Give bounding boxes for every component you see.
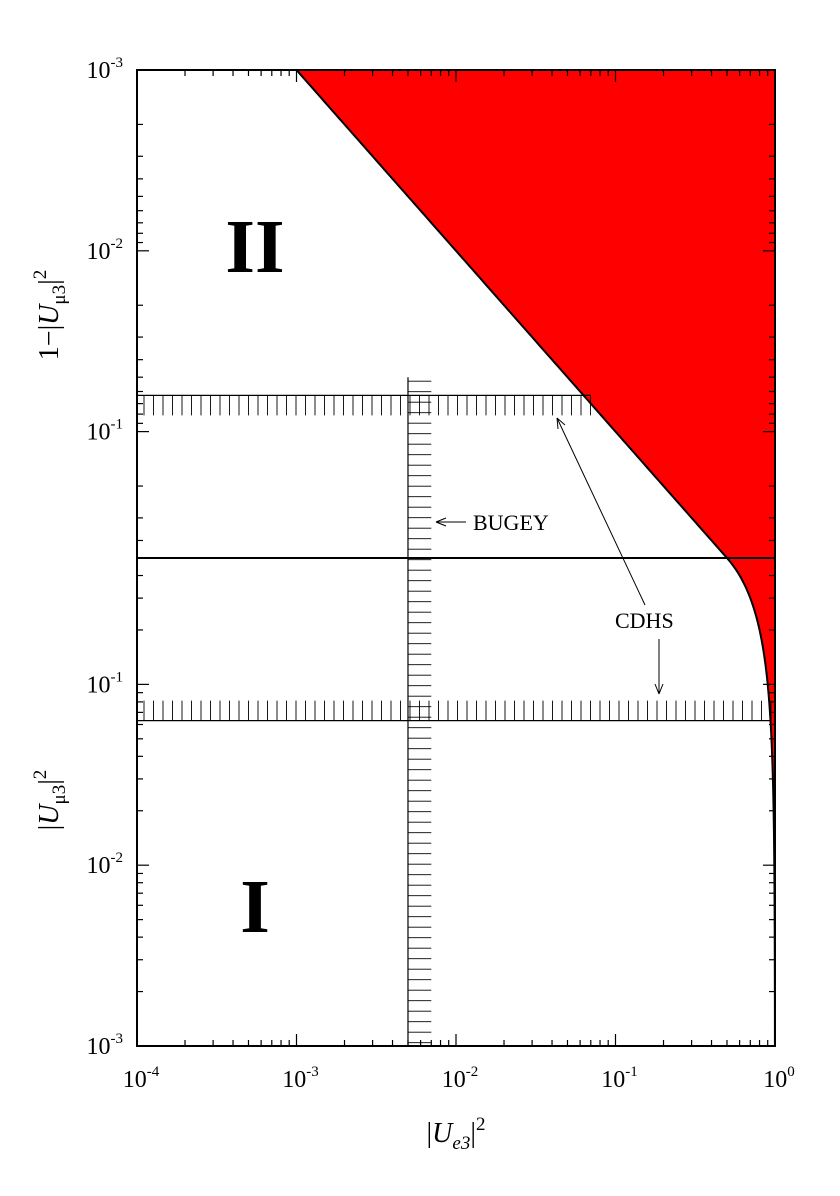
upper-y-axis-title: 1−|Uμ3|2 xyxy=(30,270,70,360)
tick-marks-layer xyxy=(136,69,776,1047)
excluded-region xyxy=(296,70,775,1046)
upper-y-tick-label: 10-2 xyxy=(87,236,124,265)
cdhs-arrow-upper xyxy=(556,417,646,606)
upper-y-tick-label: 10-1 xyxy=(87,417,124,446)
x-tick-label: 10-1 xyxy=(601,1064,638,1093)
upper-y-tick-label: 10-3 xyxy=(87,55,124,84)
cdhs-band-lower xyxy=(137,700,772,722)
x-tick-label: 10-3 xyxy=(282,1064,319,1093)
cdhs-band-upper xyxy=(137,394,591,416)
bugey-annotation: BUGEY xyxy=(435,510,549,535)
bugey-label: BUGEY xyxy=(473,510,549,535)
tick-labels-layer: 10-4 10-3 10-2 10-1 100 10-3 10-2 10-1 10-3 10-2 1… xyxy=(87,55,795,1093)
bugey-arrowhead xyxy=(435,517,447,527)
region-label-II: II xyxy=(225,205,284,289)
x-tick-label: 100 xyxy=(763,1064,795,1093)
bugey-band xyxy=(407,377,432,1046)
lower-y-tick-label: 10-3 xyxy=(87,1031,124,1060)
region-label-I: I xyxy=(240,865,270,949)
boundary-curve-upper xyxy=(295,69,728,559)
cdhs-arrowhead-lower xyxy=(654,683,664,695)
cdhs-annotation: CDHS xyxy=(556,417,674,695)
cdhs-label: CDHS xyxy=(615,608,674,633)
excluded-region-layer xyxy=(296,70,775,1046)
x-tick-label: 10-2 xyxy=(442,1064,479,1093)
x-tick-label: 10-4 xyxy=(123,1064,160,1093)
cdhs-arrowhead-upper xyxy=(556,417,566,430)
lower-y-tick-label: 10-1 xyxy=(87,669,124,698)
lower-y-axis-title: |Uμ3|2 xyxy=(30,770,70,831)
exclusion-bands-layer xyxy=(137,377,772,1046)
x-axis-title: |Ue3|2 xyxy=(427,1114,486,1154)
lower-y-tick-label: 10-2 xyxy=(87,850,124,879)
